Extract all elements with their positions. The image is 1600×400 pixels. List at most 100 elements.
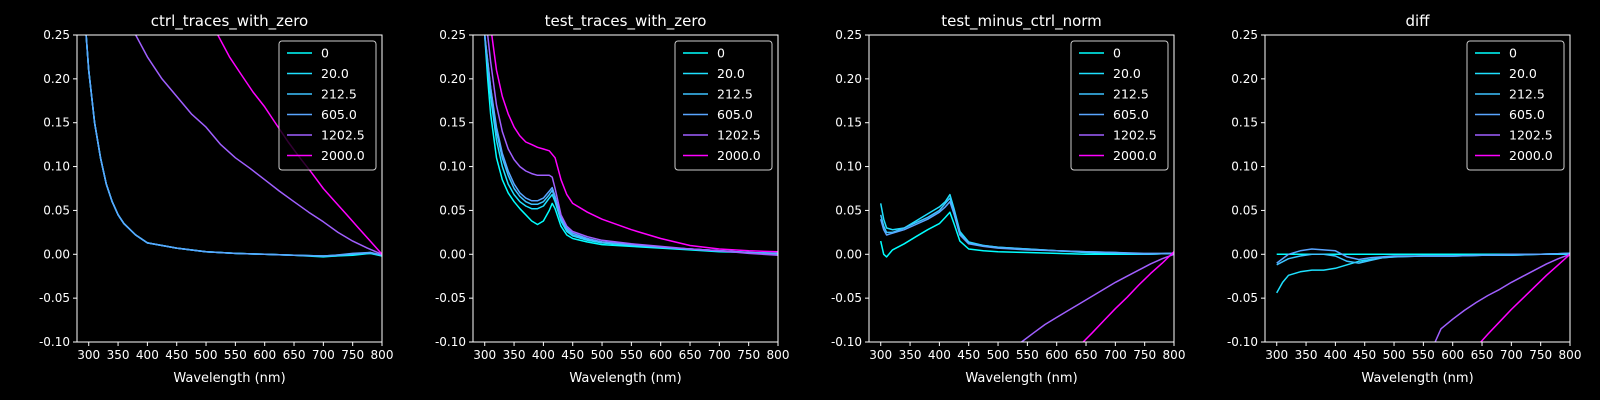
series-line-605-0: [483, 35, 778, 256]
legend-entry-label: 1202.5: [1509, 128, 1553, 143]
x-tick-label: 350: [503, 348, 526, 362]
x-axis-label: Wavelength (nm): [173, 371, 285, 386]
legend: 0 20.0 212.5 605.0 1202.5 2000.0: [1070, 40, 1169, 171]
x-tick-label: 750: [341, 348, 364, 362]
series-lines: [1276, 248, 1570, 342]
y-tick-label: -0.10: [1227, 335, 1258, 349]
chart-title: ctrl_traces_with_zero: [151, 12, 308, 31]
x-tick-label: 700: [708, 348, 731, 362]
legend: 0 20.0 212.5 605.0 1202.5 2000.0: [278, 40, 377, 171]
x-tick-label: 600: [1441, 348, 1464, 362]
x-tick-label: 350: [899, 348, 922, 362]
chart-title: test_minus_ctrl_norm: [941, 12, 1102, 31]
y-tick-label: 0.20: [1231, 72, 1258, 86]
x-tick-label: 550: [620, 348, 643, 362]
series-line-605-0: [879, 200, 1174, 255]
chart-panel-1: ctrl_traces_with_zero 300 350 400 450 500 550 6…: [39, 12, 394, 386]
axes-frame: [472, 34, 779, 343]
x-tick-label: 600: [649, 348, 672, 362]
x-tick-label: 300: [1265, 348, 1288, 362]
y-tick-label: 0.05: [43, 203, 70, 217]
y-tick-label: -0.10: [39, 335, 70, 349]
y-tick-label: 0.15: [439, 116, 466, 130]
series-lines: [483, 35, 778, 256]
legend-entry-label: 212.5: [1113, 87, 1149, 102]
y-tick-label: -0.05: [831, 291, 862, 305]
chart-panel-2: test_traces_with_zero 300 350 400 450 500 550 6…: [435, 12, 790, 386]
y-tick-label: 0.00: [1231, 247, 1258, 261]
x-tick-label: 650: [283, 348, 306, 362]
x-axis-label: Wavelength (nm): [965, 371, 1077, 386]
y-tick-label: 0.20: [43, 72, 70, 86]
x-tick-label: 450: [1353, 348, 1376, 362]
chart-panel-4: diff 300 350 400 450 500 550 600 650 700 750 800 -0.…: [1227, 12, 1582, 386]
legend-entry-label: 212.5: [1509, 87, 1545, 102]
series-line-20-0: [879, 193, 1174, 256]
x-tick-label: 450: [165, 348, 188, 362]
y-tick-label: 0.25: [835, 28, 862, 42]
x-tick-label: 350: [107, 348, 130, 362]
legend-entry-label: 212.5: [717, 87, 753, 102]
x-tick-label: 400: [532, 348, 555, 362]
legend: 0 20.0 212.5 605.0 1202.5 2000.0: [674, 40, 773, 171]
legend-entry-label: 2000.0: [1113, 148, 1157, 163]
x-tick-label: 600: [1045, 348, 1068, 362]
series-line-1202-5: [486, 35, 778, 256]
x-tick-label: 750: [1529, 348, 1552, 362]
series-line-1202-5: [135, 35, 382, 255]
x-tick-label: 700: [1500, 348, 1523, 362]
x-tick-label: 650: [679, 348, 702, 362]
legend-entry-label: 605.0: [717, 107, 753, 122]
series-line-605-0: [1276, 248, 1570, 264]
x-tick-label: 350: [1295, 348, 1318, 362]
legend-entry-label: 20.0: [717, 66, 745, 81]
y-tick-label: 0.15: [43, 116, 70, 130]
x-tick-label: 300: [77, 348, 100, 362]
y-tick-label: -0.05: [39, 291, 70, 305]
series-line-212-5: [879, 197, 1174, 256]
series-line-212-5: [1276, 252, 1570, 266]
chart-panel-3: test_minus_ctrl_norm 300 350 400 450 500 550 60…: [831, 12, 1186, 386]
y-tick-label: 0.10: [43, 160, 70, 174]
y-tick-label: 0.25: [439, 28, 466, 42]
legend-entry-label: 605.0: [1113, 107, 1149, 122]
x-tick-label: 800: [371, 348, 394, 362]
series-line-1202-5: [1021, 253, 1174, 342]
axes-frame: [1264, 34, 1571, 343]
y-tick-label: 0.10: [1231, 160, 1258, 174]
y-tick-label: 0.25: [43, 28, 70, 42]
x-tick-label: 500: [591, 348, 614, 362]
x-tick-label: 800: [767, 348, 790, 362]
legend-entry-label: 20.0: [1113, 66, 1141, 81]
legend-entry-label: 1202.5: [717, 128, 761, 143]
y-tick-label: 0.25: [1231, 28, 1258, 42]
y-tick-label: 0.00: [439, 247, 466, 261]
x-axis-label: Wavelength (nm): [569, 371, 681, 386]
y-tick-label: 0.15: [835, 116, 862, 130]
legend-entry-label: 0: [1509, 46, 1517, 61]
y-tick-label: 0.20: [835, 72, 862, 86]
y-tick-label: 0.10: [439, 160, 466, 174]
y-tick-label: 0.00: [835, 247, 862, 261]
x-tick-label: 500: [195, 348, 218, 362]
series-line-2000-0: [1082, 251, 1174, 342]
series-line-0: [483, 35, 778, 255]
legend-entry-label: 1202.5: [1113, 128, 1157, 143]
legend-entry-label: 2000.0: [1509, 148, 1553, 163]
axes-frame: [868, 34, 1175, 343]
chart-title: test_traces_with_zero: [545, 12, 707, 31]
legend-entry-label: 2000.0: [321, 148, 365, 163]
series-lines: [879, 193, 1174, 342]
series-line-2000-0: [1480, 253, 1570, 342]
legend: 0 20.0 212.5 605.0 1202.5 2000.0: [1466, 40, 1565, 171]
y-tick-label: 0.05: [835, 203, 862, 217]
x-tick-label: 450: [957, 348, 980, 362]
x-tick-label: 800: [1559, 348, 1582, 362]
legend-entry-label: 20.0: [1509, 66, 1537, 81]
x-tick-label: 750: [737, 348, 760, 362]
legend-entry-label: 2000.0: [717, 148, 761, 163]
x-tick-label: 700: [1104, 348, 1127, 362]
legend-entry-label: 0: [1113, 46, 1121, 61]
x-tick-label: 400: [136, 348, 159, 362]
legend-entry-label: 605.0: [321, 107, 357, 122]
